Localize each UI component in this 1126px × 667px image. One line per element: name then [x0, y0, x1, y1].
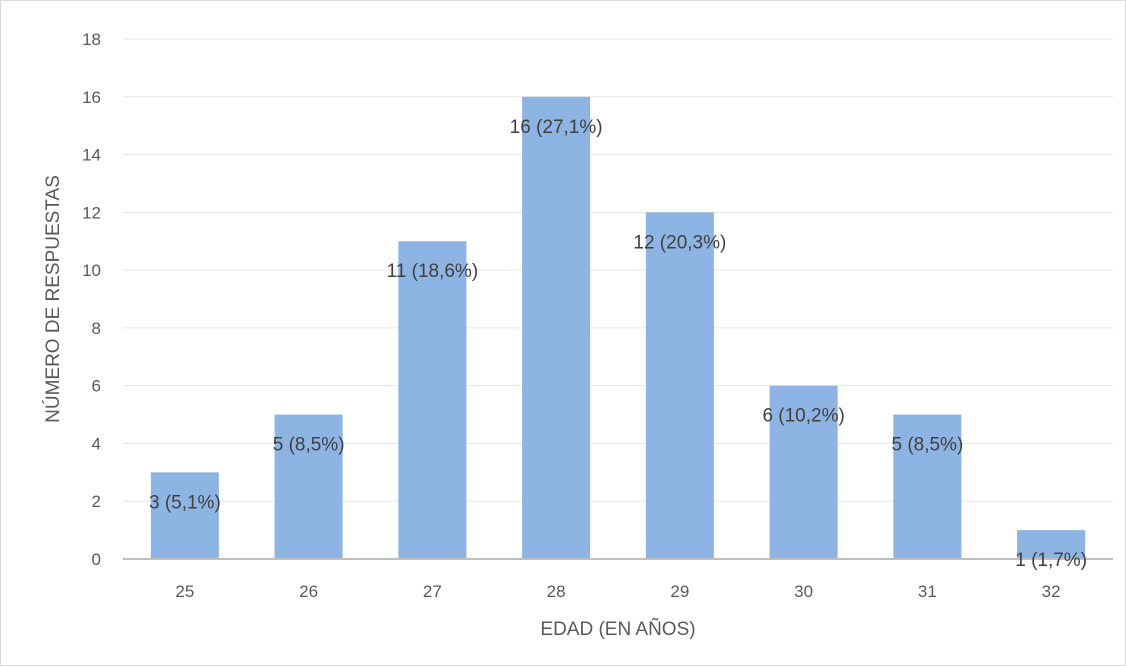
x-tick-label: 26	[299, 582, 318, 601]
bar-31	[893, 414, 962, 559]
data-label: 5 (8,5%)	[273, 435, 345, 456]
y-tick-labels: 0 2 4 6 8 10 12 14 16 18	[82, 30, 101, 569]
y-tick-label: 4	[92, 434, 101, 453]
bar-26	[274, 414, 343, 559]
gridlines	[123, 38, 1113, 502]
bar-29	[645, 212, 714, 560]
y-tick-label: 16	[82, 88, 101, 107]
y-tick-label: 8	[92, 319, 101, 338]
y-tick-label: 0	[92, 550, 101, 569]
y-tick-label: 10	[82, 261, 101, 280]
bar-27	[398, 241, 467, 559]
y-tick-label: 2	[92, 492, 101, 511]
x-tick-label: 29	[670, 582, 689, 601]
bar-25	[150, 472, 219, 559]
bar-28	[522, 96, 591, 560]
y-tick-label: 14	[82, 146, 101, 165]
x-tick-label: 25	[175, 582, 194, 601]
x-tick-label: 32	[1042, 582, 1061, 601]
data-label: 3 (5,1%)	[149, 492, 221, 513]
data-label: 12 (20,3%)	[633, 232, 726, 253]
data-label: 11 (18,6%)	[387, 261, 479, 282]
y-axis-title: NÚMERO DE RESPUESTAS	[42, 175, 64, 423]
data-label: 6 (10,2%)	[762, 406, 844, 427]
x-tick-label: 27	[423, 582, 442, 601]
bar-30	[769, 385, 838, 559]
x-tick-labels: 25 26 27 28 29 30 31 32	[175, 582, 1060, 601]
data-labels: 3 (5,1%) 5 (8,5%) 11 (18,6%) 16 (27,1%) 12 (…	[149, 117, 1087, 571]
bars	[150, 96, 1086, 560]
x-tick-label: 30	[794, 582, 813, 601]
x-axis-title: EDAD (EN AÑOS)	[540, 618, 695, 640]
y-tick-label: 12	[82, 203, 101, 222]
x-tick-label: 28	[547, 582, 566, 601]
x-tick-label: 31	[918, 582, 937, 601]
y-tick-label: 6	[92, 377, 101, 396]
data-label: 16 (27,1%)	[510, 117, 603, 138]
data-label: 5 (8,5%)	[891, 435, 963, 456]
data-label: 1 (1,7%)	[1015, 550, 1087, 571]
bar-32	[1017, 530, 1086, 559]
y-tick-label: 18	[82, 30, 101, 49]
